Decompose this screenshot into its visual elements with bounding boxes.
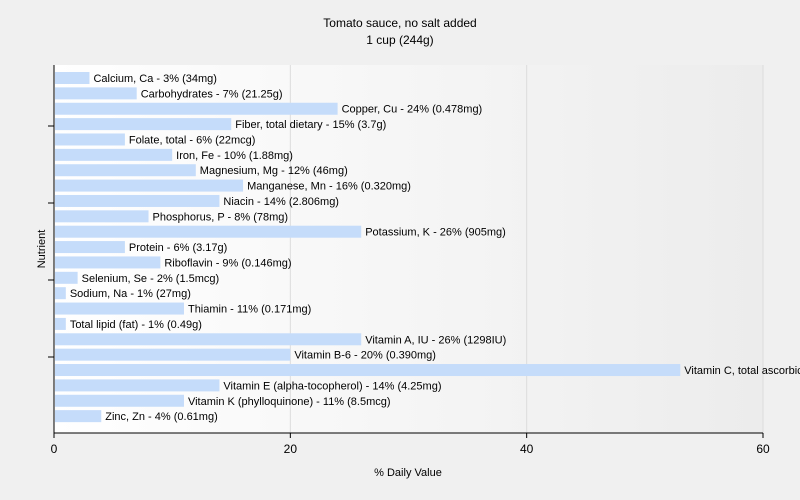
bar-data-label: Niacin - 14% (2.806mg) [223, 196, 339, 208]
bar-data-label: Vitamin B-6 - 20% (0.390mg) [294, 350, 436, 362]
bar-data-label: Protein - 6% (3.17g) [129, 242, 227, 254]
axes-layer [48, 65, 763, 434]
bar-data-label: Copper, Cu - 24% (0.478mg) [342, 104, 483, 116]
bar-data-label: Selenium, Se - 2% (1.5mcg) [82, 273, 220, 285]
chart-subtitle: 1 cup (244g) [366, 33, 433, 47]
bar-data-label: Phosphorus, P - 8% (78mg) [153, 211, 289, 223]
bar [55, 133, 125, 146]
bar [55, 394, 184, 407]
x-ticks: 0 20 40 60 [51, 433, 770, 456]
bar [55, 179, 244, 192]
bar-data-label: Vitamin C, total ascorbic acid - 53% (32… [684, 365, 800, 377]
bar [55, 333, 362, 346]
bar-data-label: Calcium, Ca - 3% (34mg) [93, 73, 216, 85]
bar-data-label: Sodium, Na - 1% (27mg) [70, 288, 191, 300]
bar [55, 410, 102, 423]
bar [55, 194, 220, 207]
x-axis-label: % Daily Value [374, 467, 442, 479]
bar [55, 302, 184, 315]
x-tick-label: 20 [284, 442, 298, 456]
bar-data-label: Total lipid (fat) - 1% (0.49g) [70, 319, 202, 331]
x-tick-label: 40 [520, 442, 534, 456]
bar-data-label: Iron, Fe - 10% (1.88mg) [176, 150, 293, 162]
bar [55, 317, 66, 330]
bar [55, 287, 66, 300]
bar-data-label: Vitamin E (alpha-tocopherol) - 14% (4.25… [223, 380, 441, 392]
bar [55, 164, 196, 177]
bar [55, 102, 338, 115]
bar-data-label: Vitamin K (phylloquinone) - 11% (8.5mcg) [188, 396, 391, 408]
bar-data-label: Zinc, Zn - 4% (0.61mg) [105, 411, 217, 423]
bar [55, 72, 90, 84]
y-axis-label: Nutrient [36, 230, 48, 269]
bar-data-label: Potassium, K - 26% (905mg) [365, 227, 506, 239]
bar [55, 256, 161, 269]
bar-data-label: Manganese, Mn - 16% (0.320mg) [247, 181, 411, 193]
bar-data-label: Folate, total - 6% (22mcg) [129, 134, 256, 146]
bar-data-label: Carbohydrates - 7% (21.25g) [141, 88, 283, 100]
x-tick-label: 0 [51, 442, 58, 456]
bar [55, 379, 220, 392]
bar [55, 271, 78, 284]
bar-data-label: Vitamin A, IU - 26% (1298IU) [365, 334, 506, 346]
bar-data-label: Riboflavin - 9% (0.146mg) [164, 257, 291, 269]
bar-data-label: Thiamin - 11% (0.171mg) [188, 304, 311, 316]
bar [55, 364, 681, 377]
bar [55, 148, 173, 161]
chart-title: Tomato sauce, no salt added [323, 16, 476, 30]
bar [55, 241, 125, 254]
bars-layer: Calcium, Ca - 3% (34mg) Carbohydrates - 7… [55, 72, 800, 423]
bar [55, 118, 232, 131]
bar [55, 87, 137, 100]
bar [55, 225, 362, 238]
bar [55, 210, 149, 223]
bar [55, 348, 291, 361]
bar-data-label: Magnesium, Mg - 12% (46mg) [200, 165, 348, 177]
bar-data-label: Fiber, total dietary - 15% (3.7g) [235, 119, 386, 131]
x-tick-label: 60 [756, 442, 770, 456]
